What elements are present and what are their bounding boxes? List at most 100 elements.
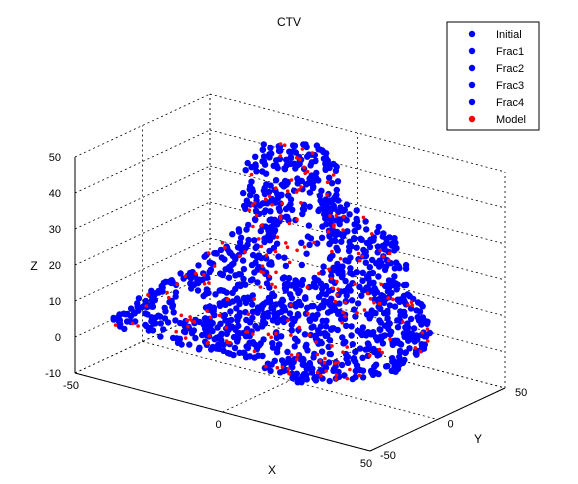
scatter-point-blue — [253, 243, 261, 250]
scatter-point-blue — [391, 247, 398, 254]
legend-entry: Frac2 — [496, 63, 524, 75]
scatter-point-blue — [284, 348, 291, 356]
scatter-point-blue — [117, 320, 124, 328]
scatter-point-blue — [148, 303, 155, 310]
legend-marker — [468, 30, 476, 38]
scatter-point-blue — [320, 204, 327, 211]
scatter-point-blue — [237, 282, 244, 290]
scatter-point-blue — [300, 206, 308, 213]
scatter-point-red — [378, 248, 383, 253]
scatter-point-blue — [421, 318, 428, 326]
scatter-point-red — [333, 361, 338, 366]
scatter-point-blue — [255, 252, 263, 259]
scatter-point-blue — [221, 256, 228, 263]
scatter-point-blue — [394, 296, 401, 303]
scatter-point-blue — [251, 215, 259, 223]
scatter-point-blue — [214, 335, 221, 342]
scatter-point-blue — [375, 273, 382, 280]
scatter-point-red — [275, 235, 280, 239]
scatter-point-red — [274, 331, 278, 336]
scatter-point-blue — [391, 235, 398, 242]
scatter-point-red — [298, 157, 302, 162]
scatter-point-red — [360, 254, 365, 259]
scatter-point-blue — [267, 144, 274, 152]
scatter-point-red — [326, 230, 331, 234]
scatter-point-red — [252, 297, 256, 301]
scatter-point-blue — [134, 300, 141, 307]
scatter-point-blue — [288, 327, 295, 334]
scatter-point-blue — [282, 262, 290, 270]
scatter-point-blue — [285, 355, 292, 363]
scatter-point-blue — [278, 333, 285, 340]
scatter-point-blue — [234, 338, 241, 345]
scatter-point-blue — [319, 285, 326, 292]
scatter-point-blue — [252, 163, 259, 170]
scatter-point-blue — [120, 310, 127, 317]
scatter-point-blue — [392, 280, 399, 287]
scatter-point-blue — [322, 160, 329, 167]
scatter-point-blue — [225, 274, 233, 281]
scatter-point-red — [348, 367, 352, 372]
scatter-point-blue — [358, 292, 365, 299]
legend-box — [446, 21, 540, 131]
scatter-point-blue — [260, 141, 267, 148]
scatter-point-red — [289, 333, 293, 337]
legend-entry: Frac1 — [496, 46, 524, 58]
scatter-point-red — [299, 185, 303, 189]
scatter-point-blue — [345, 284, 352, 292]
scatter-point-blue — [285, 274, 293, 282]
scatter-point-red — [217, 313, 222, 318]
scatter-point-blue — [271, 314, 279, 321]
scatter-point-blue — [307, 364, 314, 371]
scatter-point-red — [244, 330, 248, 334]
scatter-point-blue — [230, 333, 238, 341]
scatter-point-blue — [271, 357, 278, 364]
grid-line — [142, 341, 438, 420]
scatter-point-blue — [201, 315, 209, 322]
scatter-point-red — [258, 285, 263, 289]
scatter-point-red — [295, 248, 299, 253]
scatter-point-red — [264, 364, 268, 369]
z-tick-label: 40 — [49, 188, 61, 200]
scatter-point-blue — [381, 332, 389, 339]
scatter-point-red — [267, 194, 272, 199]
scatter-point-red — [185, 318, 189, 323]
scatter-point-red — [330, 249, 334, 254]
scatter-point-blue — [361, 248, 368, 255]
scatter-point-blue — [326, 337, 334, 344]
scatter-point-blue — [223, 330, 230, 337]
scatter-point-blue — [319, 317, 326, 325]
scatter-point-red — [246, 312, 251, 317]
scatter-point-blue — [401, 312, 408, 319]
scatter-point-blue — [142, 321, 149, 329]
scatter-point-blue — [326, 240, 333, 248]
y-axis-line — [369, 387, 506, 452]
scatter-point-blue — [328, 180, 336, 187]
scatter-point-blue — [209, 327, 216, 335]
scatter-point-red — [324, 369, 328, 373]
scatter-point-blue — [368, 309, 375, 316]
scatter-point-blue — [234, 313, 241, 320]
scatter-point-red — [207, 334, 211, 338]
scatter-point-red — [334, 377, 338, 381]
scatter-point-red — [297, 325, 302, 330]
scatter-point-blue — [348, 323, 355, 330]
scatter-point-red — [274, 270, 278, 275]
scatter-point-blue — [299, 372, 307, 380]
scatter-point-blue — [402, 349, 409, 356]
scatter-point-red — [425, 339, 430, 343]
scatter-point-blue — [244, 159, 251, 167]
scatter-point-red — [341, 228, 345, 232]
scatter-point-blue — [296, 178, 303, 185]
scatter-point-blue — [357, 345, 364, 352]
scatter-point-blue — [123, 318, 131, 325]
scatter-point-blue — [220, 312, 227, 319]
scatter-point-blue — [354, 365, 361, 372]
scatter-point-blue — [368, 369, 375, 376]
scatter-point-blue — [359, 354, 366, 361]
legend-entry: Frac3 — [496, 80, 524, 92]
grid-lines — [74, 93, 506, 452]
scatter-point-blue — [249, 276, 256, 283]
scatter-point-blue — [249, 301, 256, 308]
